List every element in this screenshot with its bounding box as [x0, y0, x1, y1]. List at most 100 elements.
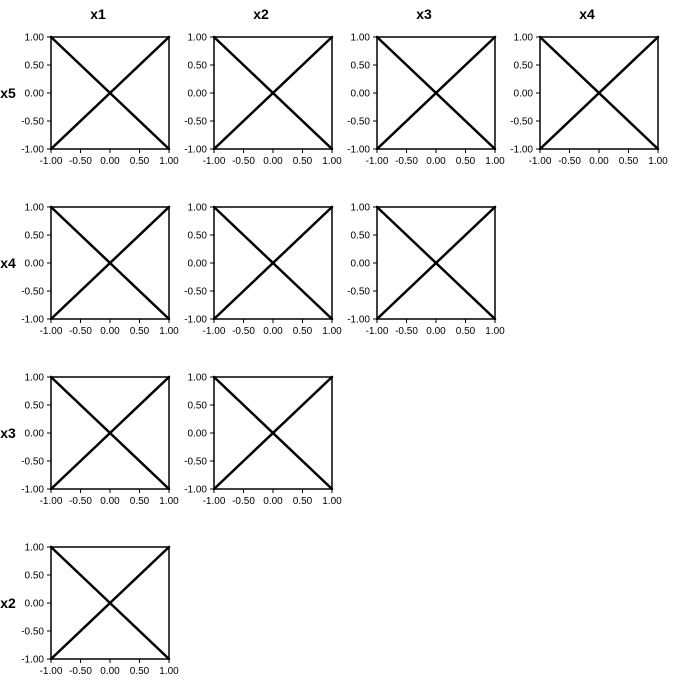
panel-x5-x1-xtick-label-4: 1.00 [159, 156, 179, 167]
panel-x5-x4-ytick-label-4: 1.00 [514, 33, 534, 44]
panel-x3-x1-xtick-label-4: 1.00 [159, 496, 179, 507]
panel-x4-x3-xtick-label-0: -1.00 [366, 326, 389, 337]
panel-x5-x4-ytick-label-1: -0.50 [510, 117, 533, 128]
panel-x4-x2-ytick-label-1: -0.50 [184, 287, 207, 298]
panel-x5-x3-xtick-label-3: 0.50 [456, 156, 476, 167]
panel-x5-x1-xtick-label-3: 0.50 [130, 156, 150, 167]
panel-x2-x1-ytick-label-1: -0.50 [21, 627, 44, 638]
panel-x5-x1-ytick-label-2: 0.00 [25, 89, 45, 100]
panel-x5-x3-ytick-label-1: -0.50 [347, 117, 370, 128]
panel-x5-x1-xtick-label-2: 0.00 [100, 156, 120, 167]
panel-x5-x1-series-1 [49, 35, 171, 151]
panel-x2-x1-ytick-label-2: 0.00 [25, 599, 45, 610]
panel-x4-x3-series-1 [375, 205, 497, 321]
panel-x5-x2-xtick-label-4: 1.00 [322, 156, 342, 167]
panel-x3-x2-ytick-label-0: -1.00 [184, 485, 207, 496]
panel-x3-x1-ytick-label-4: 1.00 [25, 373, 45, 384]
panel-x4-x3-ytick-label-2: 0.00 [351, 259, 371, 270]
panel-x3-x2-xtick-label-4: 1.00 [322, 496, 342, 507]
panel-x2-x1-ytick-label-0: -1.00 [21, 655, 44, 666]
panel-x4-x1-ytick-label-0: -1.00 [21, 315, 44, 326]
panel-x4-x2-ytick-label-3: 0.50 [188, 231, 208, 242]
panel-x3-x2-series-1 [212, 375, 334, 491]
panel-x4-x1-series-1 [49, 205, 171, 321]
panel-x5-x1-ytick-label-0: -1.00 [21, 145, 44, 156]
row-title-x4: x4 [0, 255, 16, 271]
panel-x4-x1-xtick-label-4: 1.00 [159, 326, 179, 337]
panel-x5-x4-ytick-label-0: -1.00 [510, 145, 533, 156]
panel-x4-x2-xtick-label-4: 1.00 [322, 326, 342, 337]
panel-x5-x4-series-1 [538, 35, 660, 151]
panel-x3-x2-xtick-label-1: -0.50 [232, 496, 255, 507]
panel-x2-x1-xtick-label-0: -1.00 [40, 666, 63, 677]
panel-x3-x1-ytick-label-0: -1.00 [21, 485, 44, 496]
panel-x5-x3-xtick-label-2: 0.00 [426, 156, 446, 167]
panel-x4-x2-xtick-label-1: -0.50 [232, 326, 255, 337]
panel-x3-x1-ytick-label-1: -0.50 [21, 457, 44, 468]
panel-x4-x1-ytick-label-1: -0.50 [21, 287, 44, 298]
panel-x2-x1-series-1 [49, 545, 171, 661]
panel-x5-x2-xtick-label-2: 0.00 [263, 156, 283, 167]
panel-x3-x1-xtick-label-3: 0.50 [130, 496, 150, 507]
panel-x3-x2-xtick-label-2: 0.00 [263, 496, 283, 507]
panel-x3-x1-ytick-label-2: 0.00 [25, 429, 45, 440]
column-title-x2: x2 [253, 6, 269, 22]
panel-x4-x3-xtick-label-2: 0.00 [426, 326, 446, 337]
column-title-x1: x1 [90, 6, 106, 22]
panel-x4-x3-ytick-label-3: 0.50 [351, 231, 371, 242]
panel-x3-x2-xtick-label-3: 0.50 [293, 496, 313, 507]
column-title-x3: x3 [416, 6, 432, 22]
panel-x5-x1-ytick-label-1: -0.50 [21, 117, 44, 128]
panel-x4-x3-ytick-label-0: -1.00 [347, 315, 370, 326]
panel-x5-x1-ytick-label-3: 0.50 [25, 61, 45, 72]
panel-x4-x2-ytick-label-4: 1.00 [188, 203, 208, 214]
panel-x5-x3-ytick-label-4: 1.00 [351, 33, 371, 44]
panel-x2-x1-xtick-label-3: 0.50 [130, 666, 150, 677]
panel-x5-x4-xtick-label-3: 0.50 [619, 156, 639, 167]
panel-x4-x1-xtick-label-3: 0.50 [130, 326, 150, 337]
panel-x3-x1-xtick-label-1: -0.50 [69, 496, 92, 507]
panel-x4-x2-ytick-label-2: 0.00 [188, 259, 208, 270]
panel-x5-x4-ytick-label-2: 0.00 [514, 89, 534, 100]
panel-x4-x1-ytick-label-4: 1.00 [25, 203, 45, 214]
panel-x5-x2-ytick-label-2: 0.00 [188, 89, 208, 100]
panel-x5-x3-xtick-label-4: 1.00 [485, 156, 505, 167]
panel-x5-x3-xtick-label-0: -1.00 [366, 156, 389, 167]
panel-x5-x1-xtick-label-1: -0.50 [69, 156, 92, 167]
panel-x3-x2-ytick-label-1: -0.50 [184, 457, 207, 468]
panel-x5-x4-xtick-label-0: -1.00 [529, 156, 552, 167]
panel-x4-x1-ytick-label-3: 0.50 [25, 231, 45, 242]
panel-x4-x1-xtick-label-2: 0.00 [100, 326, 120, 337]
panel-x4-x1-xtick-label-1: -0.50 [69, 326, 92, 337]
panel-x4-x3-ytick-label-4: 1.00 [351, 203, 371, 214]
panel-x3-x1-xtick-label-2: 0.00 [100, 496, 120, 507]
panel-x4-x2-xtick-label-0: -1.00 [203, 326, 226, 337]
panel-x4-x2-ytick-label-0: -1.00 [184, 315, 207, 326]
panel-x5-x1-xtick-label-0: -1.00 [40, 156, 63, 167]
panel-x3-x2-ytick-label-2: 0.00 [188, 429, 208, 440]
panel-x5-x2-series-1 [212, 35, 334, 151]
column-title-x4: x4 [579, 6, 595, 22]
panel-x5-x3-ytick-label-3: 0.50 [351, 61, 371, 72]
panel-x5-x2-xtick-label-3: 0.50 [293, 156, 313, 167]
panel-x3-x2-xtick-label-0: -1.00 [203, 496, 226, 507]
panel-x4-x1-ytick-label-2: 0.00 [25, 259, 45, 270]
panel-x4-x3-xtick-label-1: -0.50 [395, 326, 418, 337]
panel-x5-x3-ytick-label-0: -1.00 [347, 145, 370, 156]
panel-x3-x2-ytick-label-3: 0.50 [188, 401, 208, 412]
row-title-x3: x3 [0, 425, 16, 441]
panel-x5-x2-xtick-label-1: -0.50 [232, 156, 255, 167]
panel-x2-x1-ytick-label-3: 0.50 [25, 571, 45, 582]
panel-x5-x4-xtick-label-4: 1.00 [648, 156, 668, 167]
panel-x4-x1-xtick-label-0: -1.00 [40, 326, 63, 337]
panel-x5-x3-series-1 [375, 35, 497, 151]
panel-x5-x4-ytick-label-3: 0.50 [514, 61, 534, 72]
panel-x5-x2-ytick-label-0: -1.00 [184, 145, 207, 156]
panel-x5-x3-xtick-label-1: -0.50 [395, 156, 418, 167]
row-title-x5: x5 [0, 85, 16, 101]
panel-x5-x2-ytick-label-3: 0.50 [188, 61, 208, 72]
panel-x5-x4-xtick-label-2: 0.00 [589, 156, 609, 167]
row-title-x2: x2 [0, 595, 16, 611]
panel-x5-x2-xtick-label-0: -1.00 [203, 156, 226, 167]
